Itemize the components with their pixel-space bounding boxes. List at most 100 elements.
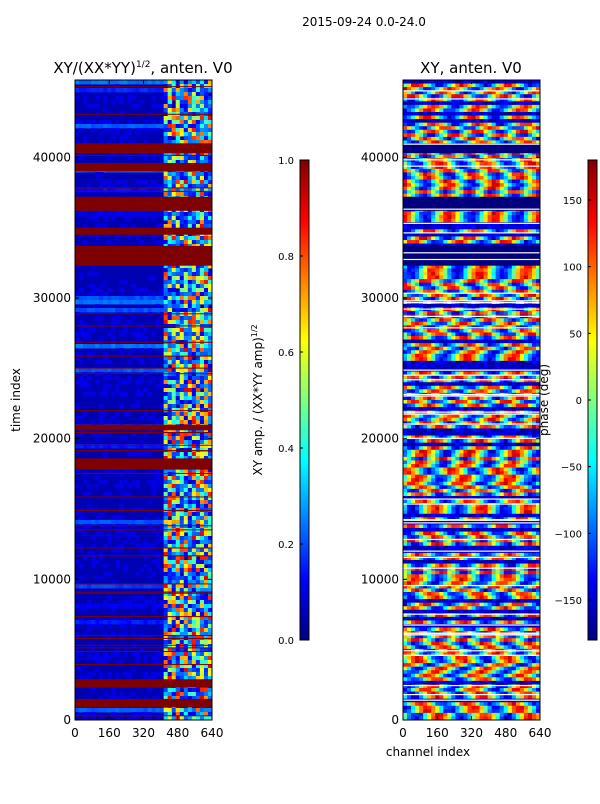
left-heatmap-cell [152, 672, 156, 676]
left-heatmap-cell [156, 472, 160, 476]
right-heatmap-cell [459, 236, 463, 240]
left-heatmap-cell [184, 272, 188, 276]
left-heatmap-cell [192, 560, 196, 564]
left-heatmap-cell [95, 212, 99, 216]
left-heatmap-cell [200, 80, 204, 84]
right-heatmap-cell [524, 240, 528, 244]
left-heatmap-cell [176, 436, 180, 440]
left-flagged-line [75, 410, 212, 411]
left-heatmap-cell [196, 96, 200, 100]
left-heatmap-cell [200, 320, 204, 324]
left-heatmap-cell [180, 216, 184, 220]
left-heatmap-cell [180, 396, 184, 400]
left-heatmap-cell [123, 540, 127, 544]
left-heatmap-cell [87, 272, 91, 276]
left-heatmap-cell [172, 360, 176, 364]
left-heatmap-cell [188, 568, 192, 572]
left-heatmap-cell [184, 452, 188, 456]
left-heatmap-cell [172, 604, 176, 608]
right-heatmap-cell [496, 84, 500, 88]
left-heatmap-cell [184, 80, 188, 84]
left-heatmap-cell [83, 708, 87, 712]
right-heatmap-cell [508, 119, 512, 123]
left-heatmap-cell [168, 564, 172, 568]
left-heatmap-cell [172, 440, 176, 444]
right-heatmap-cell [520, 133, 524, 137]
right-heatmap-cell [516, 101, 520, 105]
right-heatmap-cell [407, 126, 411, 130]
left-heatmap-cell [164, 568, 168, 572]
right-heatmap-cell [415, 119, 419, 123]
left-heatmap-cell [204, 280, 208, 284]
right-heatmap-cell [508, 112, 512, 116]
right-heatmap-cell [532, 80, 536, 84]
left-heatmap-cell [91, 368, 95, 372]
left-heatmap-cell [188, 540, 192, 544]
left-heatmap-cell [192, 452, 196, 456]
right-heatmap-cell [520, 183, 524, 187]
left-heatmap-cell [196, 708, 200, 712]
left-heatmap-cell [184, 512, 188, 516]
left-heatmap-cell [103, 368, 107, 372]
left-heatmap-cell [188, 404, 192, 408]
left-heatmap-cell [139, 128, 143, 132]
left-heatmap-cell [180, 476, 184, 480]
left-heatmap-cell [123, 480, 127, 484]
right-heatmap-cell [504, 105, 508, 109]
right-heatmap-cell [427, 169, 431, 173]
right-heatmap-cell [407, 130, 411, 134]
left-heatmap-cell [148, 276, 152, 280]
left-heatmap-cell [200, 572, 204, 576]
right-heatmap-cell [407, 112, 411, 116]
left-heatmap-cell [168, 348, 172, 352]
left-flagged-line [75, 583, 212, 584]
left-heatmap-cell [172, 548, 176, 552]
left-heatmap-cell [168, 548, 172, 552]
left-heatmap-cell [196, 420, 200, 424]
right-heatmap-cell [415, 116, 419, 120]
left-heatmap-cell [176, 372, 180, 376]
left-heatmap-cell [176, 348, 180, 352]
left-heatmap-cell [176, 492, 180, 496]
left-heatmap-cell [115, 300, 119, 304]
left-heatmap-cell [184, 368, 188, 372]
right-heatmap-cell [447, 180, 451, 184]
right-heatmap-cell [451, 176, 455, 180]
left-heatmap-cell [200, 212, 204, 216]
left-heatmap-cell [164, 304, 168, 308]
right-heatmap-cell [463, 212, 467, 216]
left-flagged-line [75, 510, 212, 511]
right-heatmap-cell [480, 108, 484, 112]
right-heatmap-cell [476, 123, 480, 127]
right-heatmap-cell [455, 212, 459, 216]
right-heatmap-cell [439, 212, 443, 216]
left-heatmap-cell [103, 108, 107, 112]
right-heatmap-cell [431, 190, 435, 194]
right-heatmap-cell [427, 126, 431, 130]
right-heatmap-cell [476, 119, 480, 123]
left-heatmap-cell [192, 156, 196, 160]
left-heatmap-cell [164, 404, 168, 408]
left-heatmap-cell [188, 344, 192, 348]
right-heatmap-cell [524, 84, 528, 88]
left-heatmap-cell [204, 272, 208, 276]
left-heatmap-cell [204, 288, 208, 292]
left-heatmap-cell [79, 128, 83, 132]
right-heatmap-cell [415, 126, 419, 130]
right-heatmap-cell [459, 84, 463, 88]
left-heatmap-cell [176, 480, 180, 484]
left-heatmap-cell [176, 504, 180, 508]
left-heatmap-cell [192, 212, 196, 216]
left-heatmap-cell [172, 452, 176, 456]
left-heatmap-cell [176, 656, 180, 660]
left-heatmap-cell [192, 536, 196, 540]
left-heatmap-cell [83, 516, 87, 520]
left-heatmap-cell [184, 444, 188, 448]
right-heatmap-cell [419, 180, 423, 184]
right-heatmap-cell [407, 162, 411, 166]
left-heatmap-cell [87, 384, 91, 388]
right-heatmap-cell [467, 226, 471, 230]
right-heatmap-cell [492, 180, 496, 184]
left-heatmap-cell [135, 180, 139, 184]
left-heatmap-cell [139, 240, 143, 244]
